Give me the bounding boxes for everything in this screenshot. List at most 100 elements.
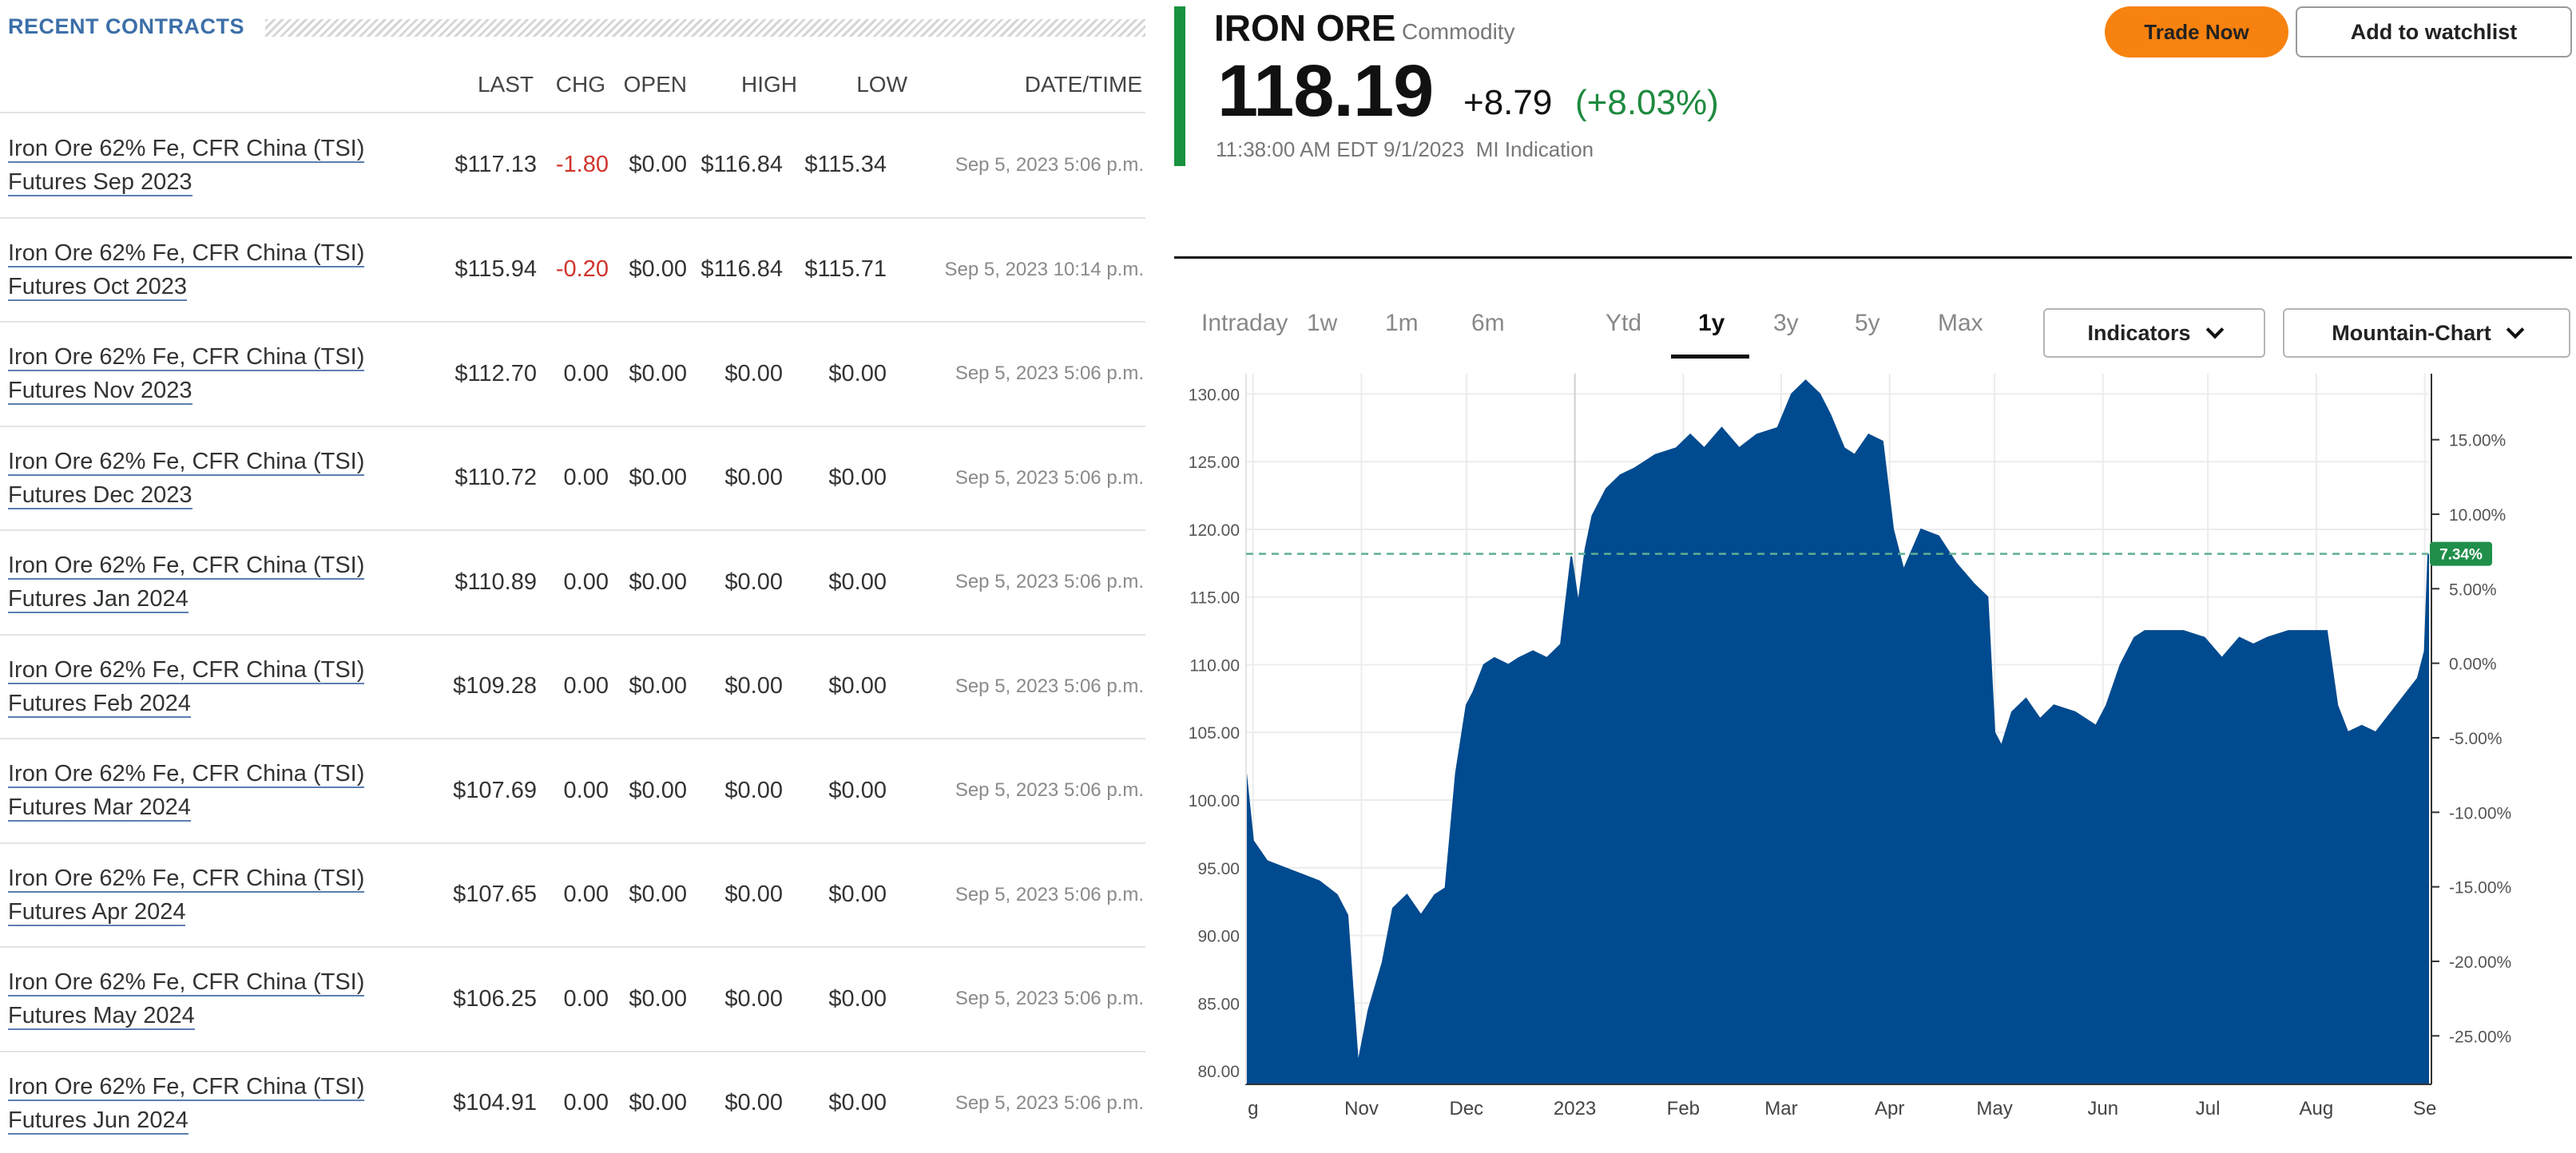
open-price: $0.00 <box>609 842 687 948</box>
commodity-type: Commodity <box>1402 19 1515 44</box>
table-row[interactable]: Iron Ore 62% Fe, CFR China (TSI) Futures … <box>0 426 1145 531</box>
header-divider <box>1174 256 2572 259</box>
change-value: 0.00 <box>537 322 609 427</box>
table-row[interactable]: Iron Ore 62% Fe, CFR China (TSI) Futures … <box>0 113 1145 219</box>
reference-badge-label: 7.34% <box>2439 547 2483 564</box>
contract-link[interactable]: Iron Ore 62% Fe, CFR China (TSI) Futures … <box>8 1070 365 1137</box>
high-price: $0.00 <box>687 634 783 739</box>
right-tick-label: -15.00% <box>2449 879 2511 897</box>
trade-datetime: Sep 5, 2023 5:06 p.m. <box>887 947 1145 1052</box>
y-tick-label: 100.00 <box>1189 792 1240 810</box>
open-price: $0.00 <box>609 113 687 219</box>
high-price: $0.00 <box>687 322 783 427</box>
contract-name-line1: Iron Ore 62% Fe, CFR China (TSI) <box>8 448 365 476</box>
tab-1y[interactable]: 1y <box>1698 310 1725 336</box>
tab-1w[interactable]: 1w <box>1307 310 1338 336</box>
price-area-series <box>1245 379 2429 1085</box>
open-price: $0.00 <box>609 217 687 323</box>
table-row[interactable]: Iron Ore 62% Fe, CFR China (TSI) Futures … <box>0 322 1145 427</box>
trade-datetime: Sep 5, 2023 5:06 p.m. <box>887 739 1145 844</box>
x-tick-label: Nov <box>1344 1098 1379 1119</box>
contract-link[interactable]: Iron Ore 62% Fe, CFR China (TSI) Futures … <box>8 445 365 512</box>
table-row[interactable]: Iron Ore 62% Fe, CFR China (TSI) Futures … <box>0 739 1145 844</box>
x-tick-label: Aug <box>2300 1098 2334 1119</box>
contract-link[interactable]: Iron Ore 62% Fe, CFR China (TSI) Futures … <box>8 862 365 929</box>
trade-now-button[interactable]: Trade Now <box>2105 6 2288 57</box>
contract-name-line2: Futures Mar 2024 <box>8 794 191 822</box>
right-tick-label: 15.00% <box>2449 432 2506 450</box>
contract-link[interactable]: Iron Ore 62% Fe, CFR China (TSI) Futures … <box>8 340 365 407</box>
trade-datetime: Sep 5, 2023 5:06 p.m. <box>887 842 1145 948</box>
open-price: $0.00 <box>609 426 687 531</box>
low-price: $0.00 <box>783 842 887 948</box>
chart-type-dropdown[interactable]: Mountain-Chart <box>2283 308 2570 358</box>
open-price: $0.00 <box>609 322 687 427</box>
last-price: $107.69 <box>415 739 537 844</box>
indicators-dropdown[interactable]: Indicators <box>2043 308 2265 358</box>
tab-3y[interactable]: 3y <box>1773 310 1799 336</box>
price-chart[interactable]: 80.00 85.00 90.00 95.00 100.00 105.00 110.00 11… <box>1174 374 2576 1153</box>
price-accent-bar <box>1174 6 1185 166</box>
column-header-high: HIGH <box>741 72 797 97</box>
low-price: $0.00 <box>783 634 887 739</box>
high-price: $0.00 <box>687 739 783 844</box>
contract-link[interactable]: Iron Ore 62% Fe, CFR China (TSI) Futures … <box>8 757 365 824</box>
last-price: $110.89 <box>415 530 537 636</box>
contract-name-line2: Futures Feb 2024 <box>8 690 191 718</box>
tab-max[interactable]: Max <box>1938 310 1983 336</box>
tab-1m[interactable]: 1m <box>1385 310 1419 336</box>
change-value: 0.00 <box>537 842 609 948</box>
trade-datetime: Sep 5, 2023 5:06 p.m. <box>887 530 1145 636</box>
active-tab-indicator <box>1671 355 1749 359</box>
contract-name-line1: Iron Ore 62% Fe, CFR China (TSI) <box>8 761 365 789</box>
open-price: $0.00 <box>609 1051 687 1153</box>
x-tick-label: Jul <box>2196 1098 2221 1119</box>
change-value: 0.00 <box>537 947 609 1052</box>
low-price: $0.00 <box>783 426 887 531</box>
table-row[interactable]: Iron Ore 62% Fe, CFR China (TSI) Futures … <box>0 947 1145 1052</box>
contract-name-cell: Iron Ore 62% Fe, CFR China (TSI) Futures … <box>0 1051 415 1153</box>
trade-datetime: Sep 5, 2023 5:06 p.m. <box>887 1051 1145 1153</box>
y-tick-label: 130.00 <box>1189 386 1240 404</box>
tab-5y[interactable]: 5y <box>1855 310 1880 336</box>
y-tick-label: 115.00 <box>1189 589 1240 608</box>
last-price: $110.72 <box>415 426 537 531</box>
contract-link[interactable]: Iron Ore 62% Fe, CFR China (TSI) Futures … <box>8 965 365 1032</box>
tab-intraday[interactable]: Intraday <box>1201 310 1288 336</box>
trade-datetime: Sep 5, 2023 5:06 p.m. <box>887 113 1145 219</box>
contract-name-line1: Iron Ore 62% Fe, CFR China (TSI) <box>8 656 365 684</box>
contract-link[interactable]: Iron Ore 62% Fe, CFR China (TSI) Futures … <box>8 236 365 303</box>
right-tick-label: 0.00% <box>2449 656 2497 674</box>
change-value: -1.80 <box>537 113 609 219</box>
last-price: $104.91 <box>415 1051 537 1153</box>
contract-link[interactable]: Iron Ore 62% Fe, CFR China (TSI) Futures … <box>8 653 365 720</box>
change-value: 0.00 <box>537 1051 609 1153</box>
y-tick-label: 110.00 <box>1189 656 1240 675</box>
y-tick-label: 95.00 <box>1197 860 1240 878</box>
x-tick-label: Jun <box>2087 1098 2118 1119</box>
table-row[interactable]: Iron Ore 62% Fe, CFR China (TSI) Futures … <box>0 217 1145 323</box>
table-row[interactable]: Iron Ore 62% Fe, CFR China (TSI) Futures … <box>0 634 1145 739</box>
add-to-watchlist-button[interactable]: Add to watchlist <box>2296 6 2572 57</box>
tab-ytd[interactable]: Ytd <box>1606 310 1642 336</box>
low-price: $0.00 <box>783 1051 887 1153</box>
contract-name-line2: Futures Dec 2023 <box>8 481 193 509</box>
table-row[interactable]: Iron Ore 62% Fe, CFR China (TSI) Futures … <box>0 842 1145 948</box>
y-tick-label: 120.00 <box>1189 521 1240 540</box>
y-tick-label: 105.00 <box>1189 724 1240 743</box>
high-price: $0.00 <box>687 530 783 636</box>
change-value: 0.00 <box>537 530 609 636</box>
contract-name-line2: Futures Jan 2024 <box>8 586 189 614</box>
tab-6m[interactable]: 6m <box>1471 310 1505 336</box>
contract-link[interactable]: Iron Ore 62% Fe, CFR China (TSI) Futures … <box>8 549 365 616</box>
trade-datetime: Sep 5, 2023 5:06 p.m. <box>887 426 1145 531</box>
contract-link[interactable]: Iron Ore 62% Fe, CFR China (TSI) Futures … <box>8 132 365 199</box>
y-tick-label: 80.00 <box>1197 1063 1240 1081</box>
column-header-chg: CHG <box>555 72 605 97</box>
table-row[interactable]: Iron Ore 62% Fe, CFR China (TSI) Futures … <box>0 1051 1145 1153</box>
x-tick-label: Feb <box>1667 1098 1700 1119</box>
change-value: 0.00 <box>537 426 609 531</box>
recent-contracts-title: RECENT CONTRACTS <box>8 14 244 38</box>
table-row[interactable]: Iron Ore 62% Fe, CFR China (TSI) Futures … <box>0 530 1145 636</box>
header-hatch-decoration <box>265 19 1145 37</box>
